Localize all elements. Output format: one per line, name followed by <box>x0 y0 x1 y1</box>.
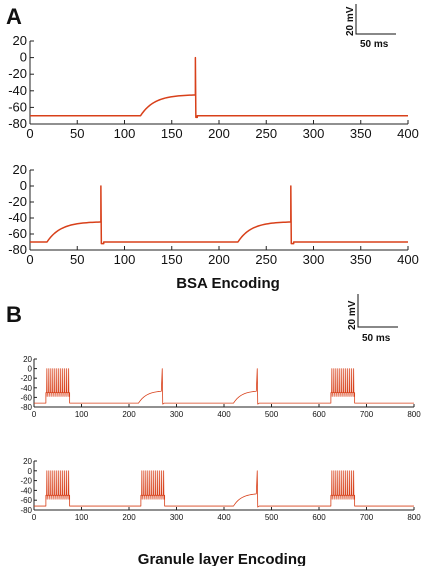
x-tick-label: 300 <box>303 252 325 267</box>
x-tick-label: 500 <box>265 410 279 419</box>
x-tick-label: 300 <box>170 513 184 522</box>
x-tick-label: 500 <box>265 513 279 522</box>
scale-bar-a: 20 mV 50 ms <box>345 4 396 50</box>
x-tick-label: 200 <box>122 410 136 419</box>
y-tick-label: 0 <box>20 178 27 193</box>
y-tick-label: -60 <box>8 226 27 241</box>
x-tick-label: 800 <box>407 513 421 522</box>
x-tick-label: 0 <box>26 126 33 141</box>
x-tick-label: 200 <box>208 252 230 267</box>
y-tick-label: -20 <box>20 374 32 383</box>
x-tick-label: 200 <box>122 513 136 522</box>
x-tick-label: 400 <box>397 126 419 141</box>
x-tick-label: 0 <box>32 410 37 419</box>
plot-b-top: 200-20-40-60-800 100 200 300 400 500 600 700 800 <box>20 355 421 419</box>
x-tick-label: 300 <box>170 410 184 419</box>
y-tick-label: -60 <box>8 99 27 114</box>
y-tick-label: 20 <box>23 457 32 466</box>
scale-bar-lines <box>357 294 398 328</box>
caption-bsa-encoding: BSA Encoding <box>176 275 280 292</box>
y-tick-label: 20 <box>23 355 32 364</box>
y-tick-label: -20 <box>8 194 27 209</box>
x-tick-label: 300 <box>303 126 325 141</box>
y-tick-label: 20 <box>13 162 27 177</box>
y-tick-label: -40 <box>8 210 27 225</box>
plot-a-bottom: 200-20-40-60-800 50 100 150 200 250 300 350 400 <box>8 162 419 267</box>
x-tick-label: 350 <box>350 252 372 267</box>
y-tick-label: -40 <box>20 486 32 495</box>
y-tick-label: -40 <box>20 384 32 393</box>
y-tick-label: 0 <box>28 365 33 374</box>
y-tick-label: 0 <box>20 50 27 65</box>
x-tick-label: 150 <box>161 252 183 267</box>
x-tick-label: 400 <box>397 252 419 267</box>
x-tick-label: 100 <box>114 252 136 267</box>
x-tick-label: 150 <box>161 126 183 141</box>
y-tick-label: -40 <box>8 83 27 98</box>
x-tick-label: 400 <box>217 410 231 419</box>
y-tick-label: -80 <box>20 506 32 515</box>
y-tick-label: -60 <box>20 496 32 505</box>
scale-time-label: 50 ms <box>360 39 389 50</box>
x-tick-label: 400 <box>217 513 231 522</box>
x-tick-label: 100 <box>75 410 89 419</box>
x-tick-label: 0 <box>26 252 33 267</box>
scale-bar-b: 20 mV 50 ms <box>347 294 398 344</box>
panel-b-label: B <box>6 302 22 327</box>
x-tick-label: 250 <box>255 252 277 267</box>
y-tick-label: -20 <box>8 66 27 81</box>
x-tick-label: 0 <box>32 513 37 522</box>
y-tick-label: -80 <box>8 242 27 257</box>
scale-time-label: 50 ms <box>362 333 391 344</box>
x-tick-label: 200 <box>208 126 230 141</box>
x-tick-label: 700 <box>360 410 374 419</box>
caption-granule-layer-encoding: Granule layer Encoding <box>138 551 306 566</box>
membrane-potential-trace <box>34 470 414 508</box>
panel-a-label: A <box>6 4 22 29</box>
y-tick-label: -60 <box>20 393 32 402</box>
x-tick-label: 600 <box>312 410 326 419</box>
plot-a-top: 200-20-40-60-800 50 100 150 200 250 300 350 400 <box>8 33 419 141</box>
membrane-potential-trace <box>34 368 414 405</box>
x-tick-label: 100 <box>75 513 89 522</box>
membrane-potential-trace <box>30 56 408 119</box>
plot-b-bottom: 200-20-40-60-800 100 200 300 400 500 600 700 800 <box>20 457 421 522</box>
membrane-potential-trace <box>30 185 408 245</box>
y-tick-label: -80 <box>8 116 27 131</box>
scale-voltage-label: 20 mV <box>345 6 356 36</box>
x-tick-label: 50 <box>70 126 84 141</box>
y-tick-label: -80 <box>20 403 32 412</box>
scale-bar-lines <box>355 4 396 35</box>
x-tick-label: 700 <box>360 513 374 522</box>
y-tick-label: 20 <box>13 33 27 48</box>
x-tick-label: 350 <box>350 126 372 141</box>
x-tick-label: 800 <box>407 410 421 419</box>
y-tick-label: 0 <box>28 467 33 476</box>
x-tick-label: 600 <box>312 513 326 522</box>
x-tick-label: 50 <box>70 252 84 267</box>
y-tick-label: -20 <box>20 477 32 486</box>
x-tick-label: 100 <box>114 126 136 141</box>
x-tick-label: 250 <box>255 126 277 141</box>
scale-voltage-label: 20 mV <box>347 300 358 330</box>
